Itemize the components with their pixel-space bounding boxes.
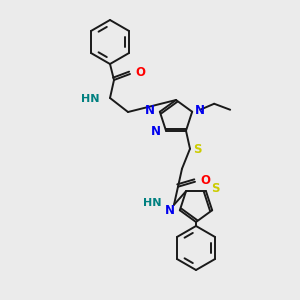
Text: S: S xyxy=(193,143,202,156)
Text: N: N xyxy=(145,104,155,117)
Text: O: O xyxy=(135,67,145,80)
Text: O: O xyxy=(200,174,210,187)
Text: N: N xyxy=(151,125,161,138)
Text: HN: HN xyxy=(143,198,162,208)
Text: N: N xyxy=(165,204,175,217)
Text: N: N xyxy=(195,104,205,117)
Text: S: S xyxy=(211,182,220,195)
Text: HN: HN xyxy=(80,94,99,104)
